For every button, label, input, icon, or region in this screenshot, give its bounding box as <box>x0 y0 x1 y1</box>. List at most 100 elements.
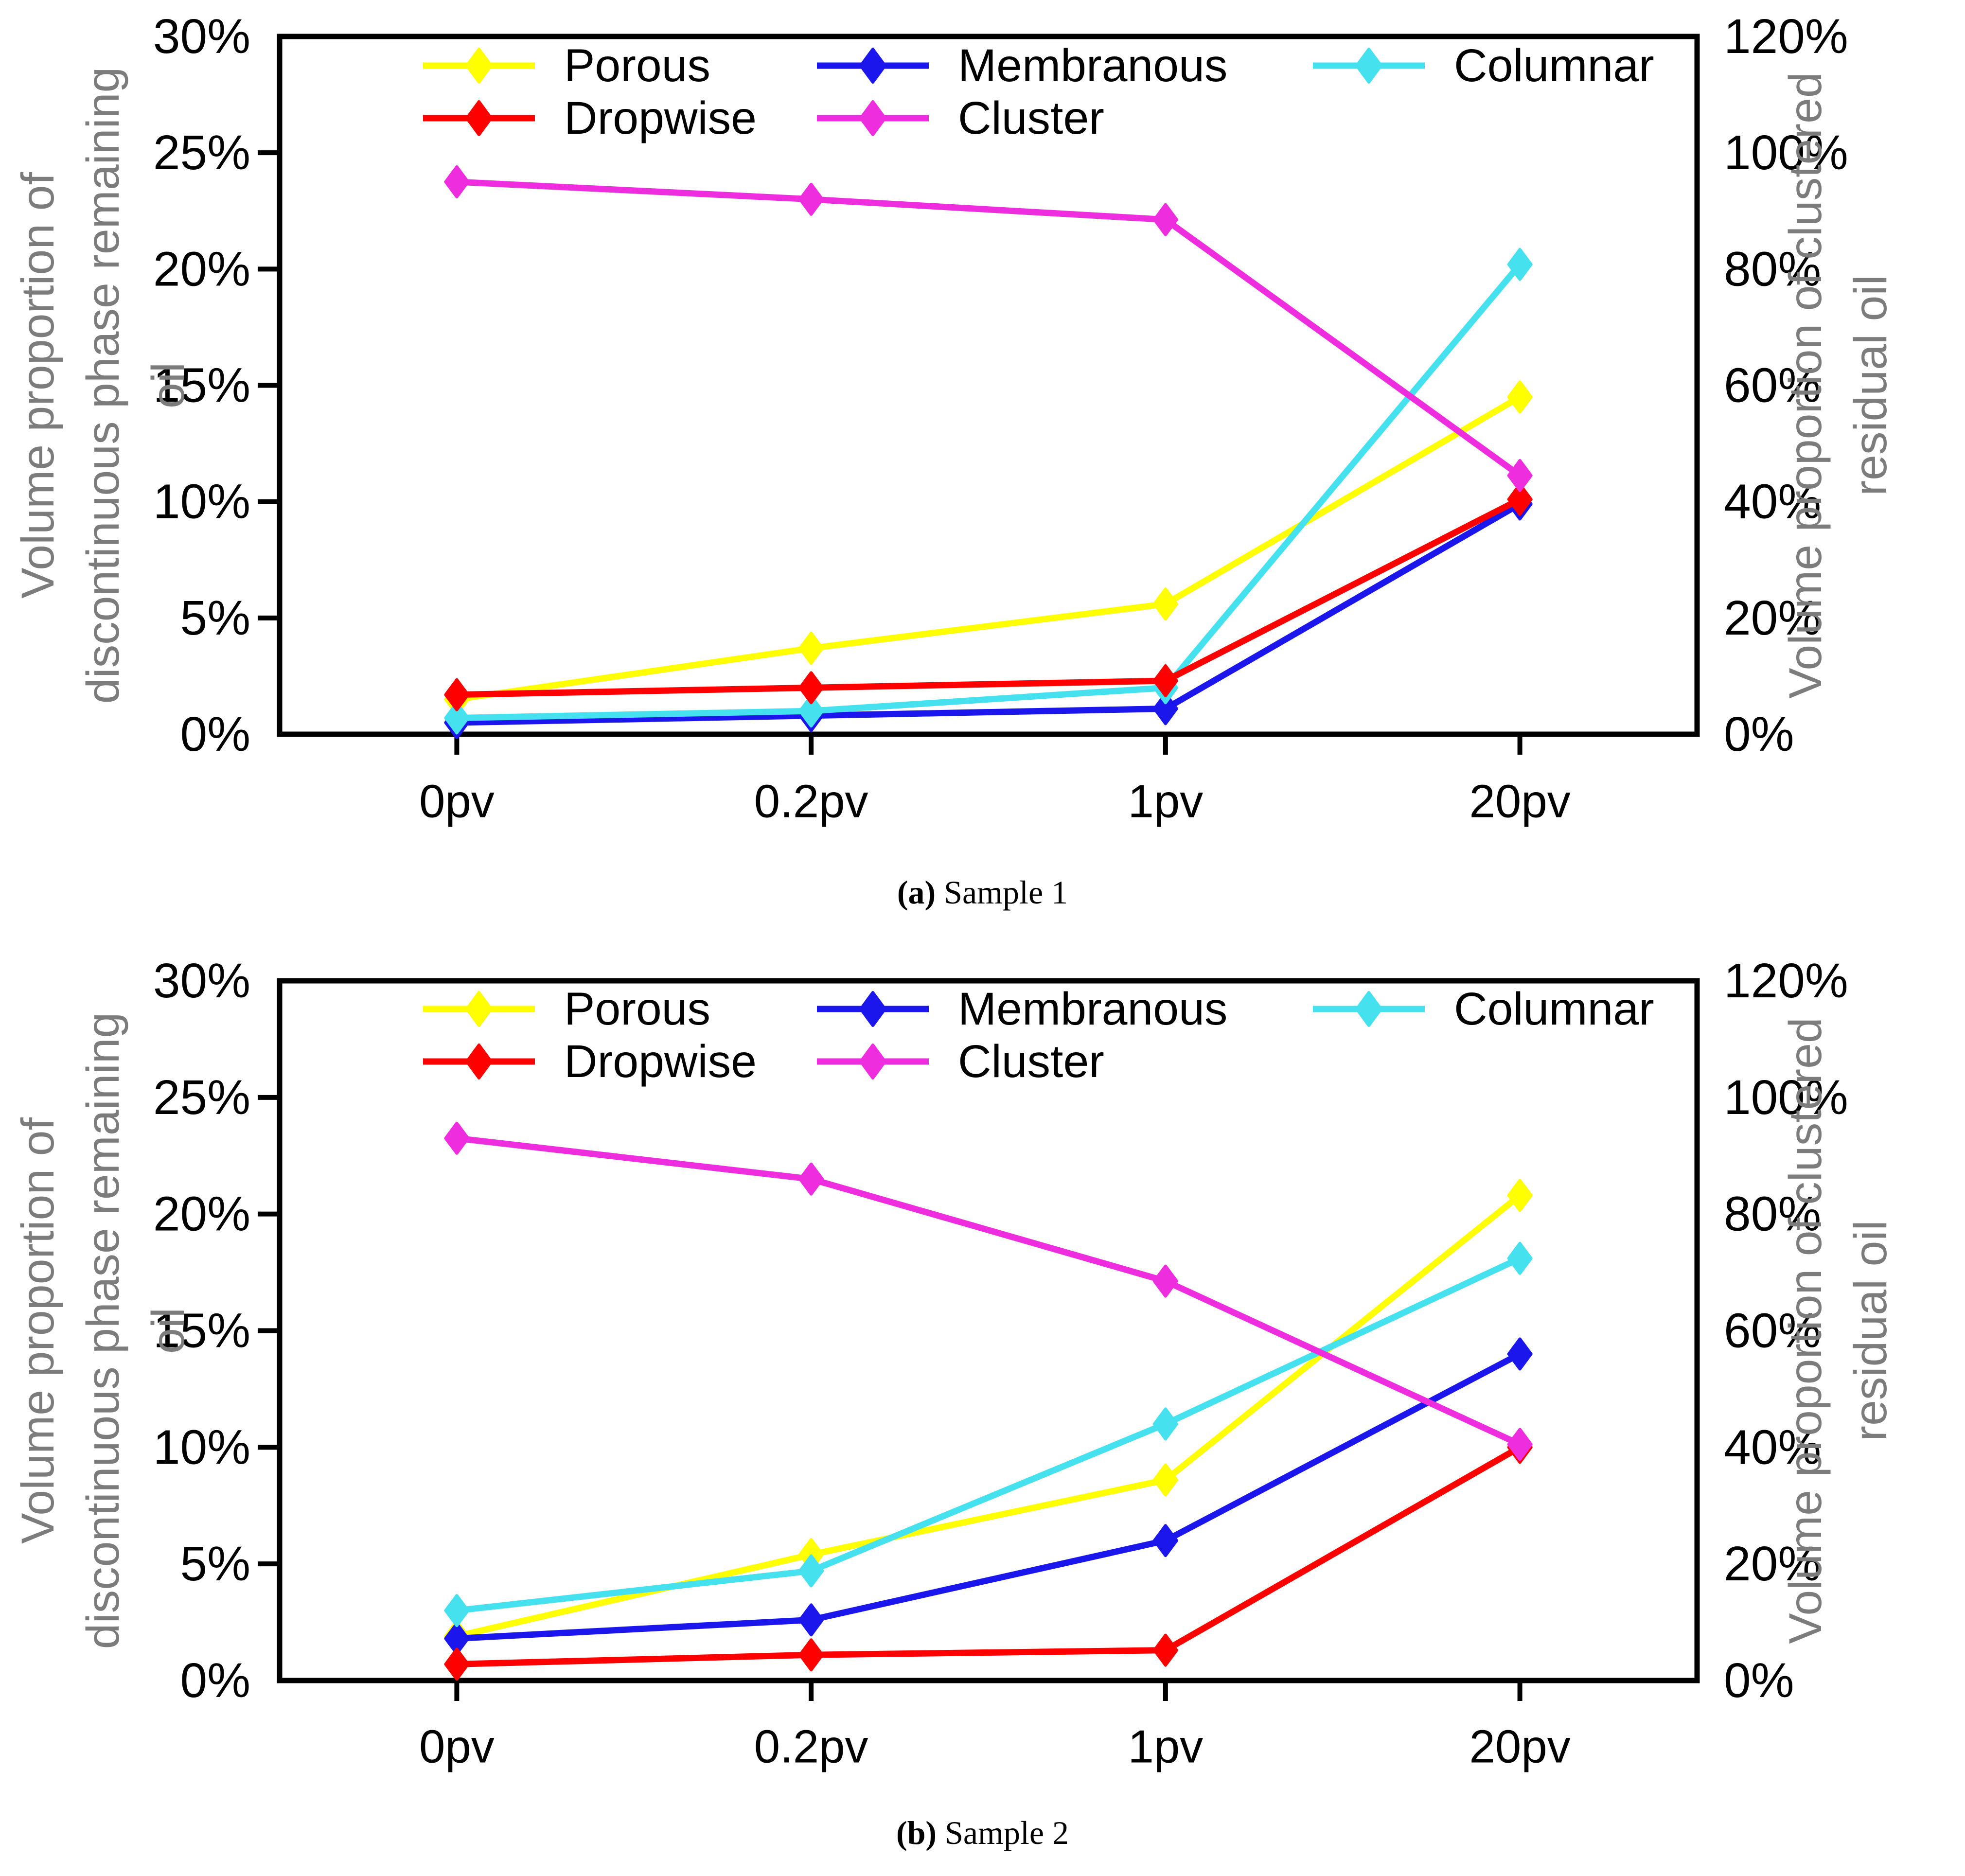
series-membranous-marker <box>1507 1337 1533 1371</box>
left-axis-tick-label: 5% <box>180 1537 250 1591</box>
left-axis-title-line: Volume proportion of <box>12 1117 64 1544</box>
x-axis-tick-label: 1pv <box>1128 776 1203 828</box>
left-axis-tick-label: 10% <box>153 1420 250 1474</box>
legend-marker-columnar <box>1355 991 1382 1027</box>
series-cluster-marker <box>1507 459 1533 492</box>
caption-a: (a) Sample 1 <box>0 841 1965 943</box>
series-porous-marker <box>798 632 824 665</box>
series-columnar-marker <box>1507 1241 1533 1275</box>
legend-marker-membranous <box>859 48 886 84</box>
series-membranous-marker <box>1152 1524 1178 1557</box>
legend-item-dropwise: Dropwise <box>423 92 757 144</box>
series-dropwise <box>444 1431 1533 1681</box>
legend-marker-cluster <box>859 1044 886 1080</box>
legend: Porous Membranous Columnar Dropwise Cluster <box>423 40 1654 144</box>
caption-b-text: Sample 2 <box>937 1814 1069 1851</box>
legend-item-porous: Porous <box>423 983 710 1035</box>
legend-item-cluster: Cluster <box>817 1036 1104 1087</box>
x-axis-tick-label: 20pv <box>1469 1721 1571 1773</box>
legend-label: Membranous <box>958 983 1227 1035</box>
series-columnar-marker <box>798 694 824 728</box>
legend-item-porous: Porous <box>423 40 710 91</box>
right-axis-title-line: Volume proportion of clustered <box>1780 1017 1831 1644</box>
series-cluster-marker <box>1152 1264 1178 1298</box>
right-axis-tick-label: 20% <box>1724 591 1821 645</box>
series-porous-line <box>456 394 1522 703</box>
series-columnar <box>444 248 1533 735</box>
series-columnar-marker <box>444 701 470 735</box>
series-porous-marker <box>1507 1179 1533 1212</box>
left-axis-tick-label: 25% <box>153 125 250 180</box>
series-cluster-marker <box>444 1121 470 1155</box>
right-axis-tick-label: 60% <box>1724 358 1821 413</box>
legend-marker-porous <box>465 991 493 1027</box>
left-axis-tick-label: 20% <box>153 1187 250 1241</box>
legend-label: Membranous <box>958 40 1227 91</box>
series-columnar-marker <box>798 1554 824 1588</box>
right-axis-tick-label: 60% <box>1724 1304 1821 1358</box>
right-axis-tick-label: 120% <box>1724 9 1848 64</box>
right-axis-title-line: Volume proportion of clustered <box>1780 72 1831 699</box>
series-cluster-marker <box>798 1162 824 1196</box>
legend-label: Columnar <box>1454 40 1654 91</box>
right-axis-title-line: residual oil <box>1845 275 1896 496</box>
left-axis-tick-label: 10% <box>153 475 250 529</box>
legend-marker-porous <box>465 48 493 84</box>
series-porous <box>444 380 1533 716</box>
legend-marker-columnar <box>1355 48 1382 84</box>
sample-1-chart: 0% 5% 10% 15% 20% 25% 30% 0% 20% 40% 60% 80% 100% 120… <box>12 9 1896 828</box>
series-membranous <box>444 1337 1533 1655</box>
right-axis-tick-label: 80% <box>1724 1187 1821 1241</box>
right-axis-tick-label: 0% <box>1724 707 1794 761</box>
legend-marker-membranous <box>859 991 886 1027</box>
caption-b: (b) Sample 2 <box>0 1789 1965 1876</box>
left-axis-title-line: oil <box>142 1308 194 1354</box>
legend-label: Porous <box>564 983 710 1035</box>
legend-marker-dropwise <box>465 100 493 136</box>
left-axis-tick-label: 30% <box>153 954 250 1008</box>
legend-label: Dropwise <box>564 1036 757 1087</box>
legend-item-cluster: Cluster <box>817 92 1104 144</box>
left-axis-title-line: oil <box>142 362 194 408</box>
series-dropwise-marker <box>798 671 824 705</box>
series-porous-line <box>456 1193 1522 1640</box>
legend-item-dropwise: Dropwise <box>423 1036 757 1087</box>
series-columnar-marker <box>1507 248 1533 281</box>
series-porous-marker <box>1152 587 1178 621</box>
series-cluster-line <box>457 178 1522 478</box>
legend-marker-dropwise <box>465 1044 493 1080</box>
x-axis-tick-label: 0.2pv <box>754 776 868 828</box>
legend: Porous Membranous Columnar Dropwise Cluster <box>423 983 1654 1087</box>
right-axis-tick-label: 40% <box>1724 475 1821 529</box>
legend-label: Porous <box>564 40 710 91</box>
legend-label: Dropwise <box>564 92 757 144</box>
series-cluster-line <box>456 1135 1522 1448</box>
left-axis-title-line: discontinuous phase remaining <box>77 1012 129 1649</box>
series-cluster-marker <box>1507 1428 1533 1461</box>
series-membranous-line <box>457 501 1522 726</box>
series-dropwise-marker <box>798 1638 824 1672</box>
series-columnar-marker <box>444 1594 470 1628</box>
series-porous-marker <box>1152 1463 1178 1497</box>
series-cluster <box>444 1121 1533 1461</box>
right-axis-tick-label: 120% <box>1724 954 1848 1008</box>
caption-a-text: Sample 1 <box>936 873 1068 911</box>
right-axis-title-line: residual oil <box>1845 1220 1896 1441</box>
series-dropwise-line <box>457 1444 1522 1667</box>
series-membranous-line <box>457 1351 1522 1642</box>
series-dropwise-marker <box>1507 482 1533 516</box>
series-membranous-marker <box>1152 692 1178 726</box>
series-dropwise <box>444 482 1533 711</box>
series-cluster-marker <box>1152 203 1178 236</box>
series-dropwise-marker <box>1152 664 1178 697</box>
series-columnar-line <box>456 1255 1522 1614</box>
x-axis-tick-label: 0pv <box>419 776 495 828</box>
series-columnar-line <box>457 262 1522 722</box>
x-axis-tick-label: 0pv <box>419 1721 495 1773</box>
series-membranous-marker <box>798 1603 824 1637</box>
left-axis-tick-label: 0% <box>180 707 250 761</box>
x-axis-tick-label: 20pv <box>1469 776 1571 828</box>
x-axis-tick-label: 1pv <box>1128 1721 1203 1773</box>
legend-item-membranous: Membranous <box>817 40 1227 91</box>
